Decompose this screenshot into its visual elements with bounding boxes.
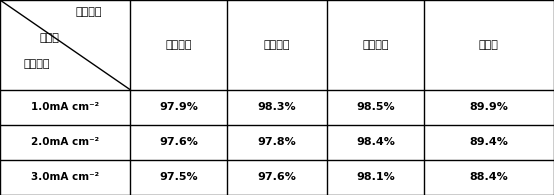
Text: 97.6%: 97.6% bbox=[159, 137, 198, 147]
Text: 97.6%: 97.6% bbox=[258, 172, 296, 183]
Text: 充放电: 充放电 bbox=[39, 33, 59, 43]
Text: 97.8%: 97.8% bbox=[258, 137, 296, 147]
Text: 样品编号: 样品编号 bbox=[75, 7, 102, 17]
Text: 98.3%: 98.3% bbox=[258, 102, 296, 112]
Text: 97.5%: 97.5% bbox=[160, 172, 198, 183]
Text: 97.9%: 97.9% bbox=[159, 102, 198, 112]
Text: 2.0mA cm⁻²: 2.0mA cm⁻² bbox=[31, 137, 99, 147]
Text: 对比例: 对比例 bbox=[479, 40, 499, 50]
Text: 电流密度: 电流密度 bbox=[23, 59, 50, 69]
Text: 98.4%: 98.4% bbox=[356, 137, 395, 147]
Text: 实施例二: 实施例二 bbox=[264, 40, 290, 50]
Text: 实施例一: 实施例一 bbox=[166, 40, 192, 50]
Text: 实施例三: 实施例三 bbox=[362, 40, 388, 50]
Text: 98.5%: 98.5% bbox=[356, 102, 394, 112]
Text: 89.9%: 89.9% bbox=[469, 102, 509, 112]
Text: 88.4%: 88.4% bbox=[470, 172, 508, 183]
Text: 98.1%: 98.1% bbox=[356, 172, 394, 183]
Text: 3.0mA cm⁻²: 3.0mA cm⁻² bbox=[31, 172, 99, 183]
Text: 89.4%: 89.4% bbox=[469, 137, 509, 147]
Text: 1.0mA cm⁻²: 1.0mA cm⁻² bbox=[31, 102, 99, 112]
